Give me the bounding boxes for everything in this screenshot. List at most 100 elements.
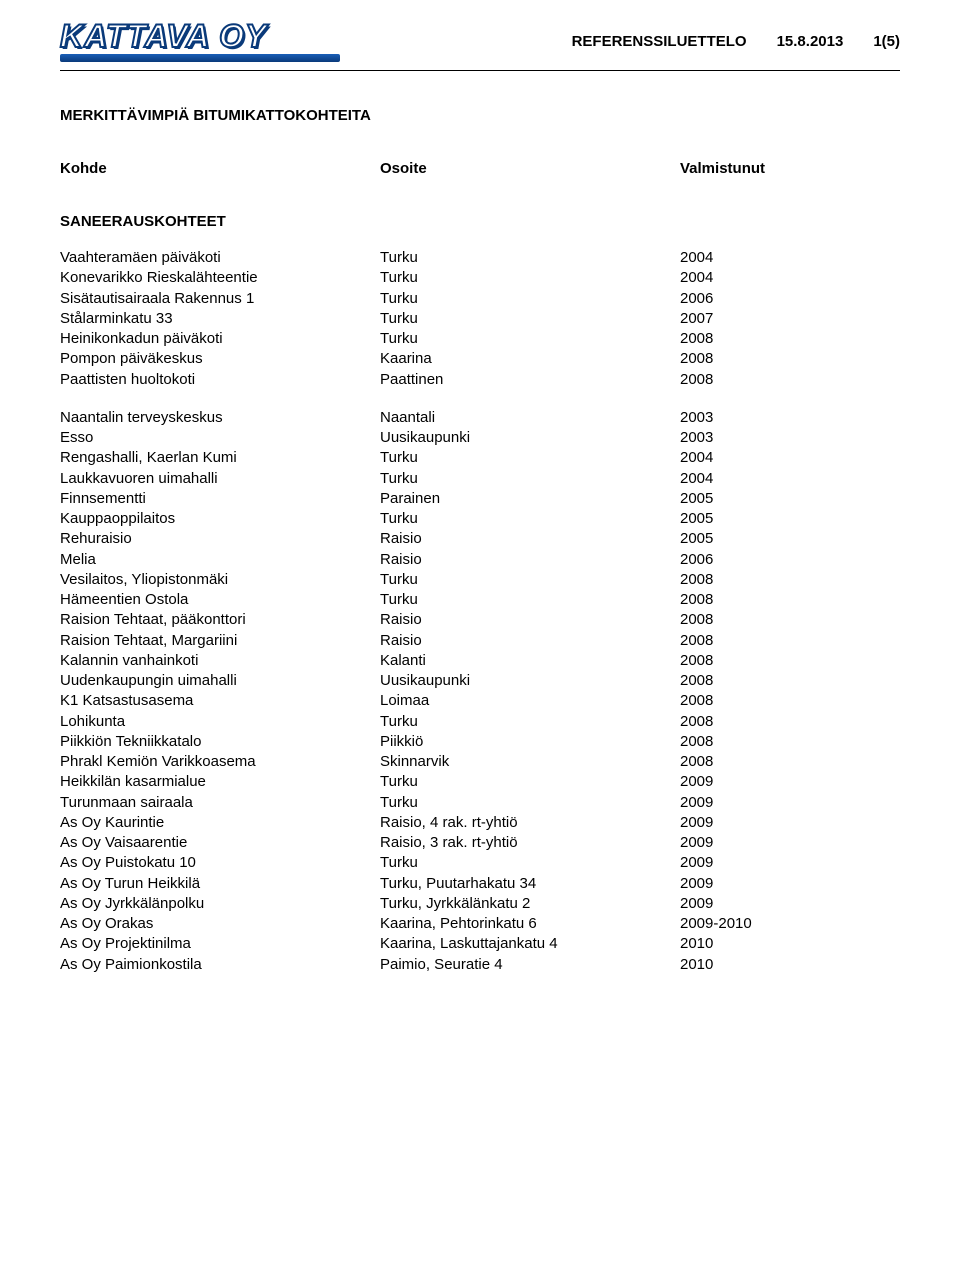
cell-kohde: As Oy Turun Heikkilä bbox=[60, 874, 380, 894]
column-headers: Kohde Osoite Valmistunut bbox=[60, 160, 900, 177]
cell-kohde: Esso bbox=[60, 428, 380, 448]
cell-kohde: Laukkavuoren uimahalli bbox=[60, 469, 380, 489]
cell-valmistunut: 2007 bbox=[680, 309, 800, 329]
table-row: Hämeentien OstolaTurku2008 bbox=[60, 590, 900, 610]
cell-valmistunut: 2008 bbox=[680, 349, 800, 369]
table-row: As Oy OrakasKaarina, Pehtorinkatu 62009-… bbox=[60, 914, 900, 934]
cell-osoite: Uusikaupunki bbox=[380, 671, 680, 691]
cell-valmistunut: 2006 bbox=[680, 550, 800, 570]
col-kohde: Kohde bbox=[60, 160, 380, 177]
cell-osoite: Turku, Jyrkkälänkatu 2 bbox=[380, 894, 680, 914]
cell-osoite: Paattinen bbox=[380, 370, 680, 390]
cell-kohde: Finnsementti bbox=[60, 489, 380, 509]
cell-osoite: Piikkiö bbox=[380, 732, 680, 752]
table-row: Uudenkaupungin uimahalliUusikaupunki2008 bbox=[60, 671, 900, 691]
cell-valmistunut: 2009-2010 bbox=[680, 914, 800, 934]
cell-osoite: Turku bbox=[380, 772, 680, 792]
cell-kohde: Heikkilän kasarmialue bbox=[60, 772, 380, 792]
cell-kohde: Rehuraisio bbox=[60, 529, 380, 549]
cell-valmistunut: 2005 bbox=[680, 529, 800, 549]
table-row: K1 KatsastusasemaLoimaa2008 bbox=[60, 691, 900, 711]
cell-osoite: Turku bbox=[380, 469, 680, 489]
cell-osoite: Raisio bbox=[380, 529, 680, 549]
cell-osoite: Turku bbox=[380, 268, 680, 288]
cell-valmistunut: 2004 bbox=[680, 268, 800, 288]
table-row: Turunmaan sairaalaTurku2009 bbox=[60, 793, 900, 813]
company-logo: KATTAVA OY bbox=[60, 20, 340, 62]
table-row: As Oy ProjektinilmaKaarina, Laskuttajank… bbox=[60, 934, 900, 954]
table-row: As Oy VaisaarentieRaisio, 3 rak. rt-yhti… bbox=[60, 833, 900, 853]
cell-osoite: Turku bbox=[380, 309, 680, 329]
cell-valmistunut: 2006 bbox=[680, 289, 800, 309]
table-row: As Oy Turun HeikkiläTurku, Puutarhakatu … bbox=[60, 874, 900, 894]
cell-kohde: As Oy Vaisaarentie bbox=[60, 833, 380, 853]
cell-kohde: K1 Katsastusasema bbox=[60, 691, 380, 711]
cell-osoite: Raisio, 4 rak. rt-yhtiö bbox=[380, 813, 680, 833]
cell-valmistunut: 2008 bbox=[680, 712, 800, 732]
cell-kohde: Pompon päiväkeskus bbox=[60, 349, 380, 369]
cell-kohde: Paattisten huoltokoti bbox=[60, 370, 380, 390]
cell-kohde: Hämeentien Ostola bbox=[60, 590, 380, 610]
cell-valmistunut: 2008 bbox=[680, 691, 800, 711]
cell-kohde: Vesilaitos, Yliopistonmäki bbox=[60, 570, 380, 590]
cell-osoite: Kaarina, Laskuttajankatu 4 bbox=[380, 934, 680, 954]
cell-valmistunut: 2003 bbox=[680, 428, 800, 448]
cell-osoite: Turku bbox=[380, 590, 680, 610]
cell-kohde: As Oy Projektinilma bbox=[60, 934, 380, 954]
cell-osoite: Turku bbox=[380, 570, 680, 590]
cell-valmistunut: 2010 bbox=[680, 934, 800, 954]
cell-osoite: Kaarina, Pehtorinkatu 6 bbox=[380, 914, 680, 934]
table-row: KauppaoppilaitosTurku2005 bbox=[60, 509, 900, 529]
cell-osoite: Loimaa bbox=[380, 691, 680, 711]
cell-osoite: Turku bbox=[380, 793, 680, 813]
cell-kohde: Vaahteramäen päiväkoti bbox=[60, 248, 380, 268]
cell-valmistunut: 2003 bbox=[680, 408, 800, 428]
cell-valmistunut: 2009 bbox=[680, 853, 800, 873]
cell-osoite: Parainen bbox=[380, 489, 680, 509]
cell-valmistunut: 2010 bbox=[680, 955, 800, 975]
cell-kohde: Rengashalli, Kaerlan Kumi bbox=[60, 448, 380, 468]
doc-label: REFERENSSILUETTELO bbox=[572, 33, 747, 50]
cell-osoite: Raisio, 3 rak. rt-yhtiö bbox=[380, 833, 680, 853]
cell-valmistunut: 2009 bbox=[680, 772, 800, 792]
cell-valmistunut: 2008 bbox=[680, 370, 800, 390]
cell-kohde: As Oy Jyrkkälänpolku bbox=[60, 894, 380, 914]
cell-kohde: Phrakl Kemiön Varikkoasema bbox=[60, 752, 380, 772]
cell-kohde: Turunmaan sairaala bbox=[60, 793, 380, 813]
cell-osoite: Turku bbox=[380, 289, 680, 309]
cell-osoite: Paimio, Seuratie 4 bbox=[380, 955, 680, 975]
table-row: Vesilaitos, YliopistonmäkiTurku2008 bbox=[60, 570, 900, 590]
col-osoite: Osoite bbox=[380, 160, 680, 177]
col-valmistunut: Valmistunut bbox=[680, 160, 800, 177]
table-row: Phrakl Kemiön VarikkoasemaSkinnarvik2008 bbox=[60, 752, 900, 772]
cell-kohde: As Oy Kaurintie bbox=[60, 813, 380, 833]
cell-valmistunut: 2009 bbox=[680, 894, 800, 914]
cell-valmistunut: 2009 bbox=[680, 813, 800, 833]
cell-kohde: Uudenkaupungin uimahalli bbox=[60, 671, 380, 691]
cell-valmistunut: 2008 bbox=[680, 610, 800, 630]
cell-osoite: Turku bbox=[380, 509, 680, 529]
cell-valmistunut: 2008 bbox=[680, 329, 800, 349]
cell-kohde: Melia bbox=[60, 550, 380, 570]
table-row: Paattisten huoltokotiPaattinen2008 bbox=[60, 370, 900, 390]
cell-kohde: Naantalin terveyskeskus bbox=[60, 408, 380, 428]
cell-valmistunut: 2008 bbox=[680, 651, 800, 671]
table-row: As Oy KaurintieRaisio, 4 rak. rt-yhtiö20… bbox=[60, 813, 900, 833]
cell-valmistunut: 2005 bbox=[680, 489, 800, 509]
table-row: Laukkavuoren uimahalliTurku2004 bbox=[60, 469, 900, 489]
table-row: Konevarikko RieskalähteentieTurku2004 bbox=[60, 268, 900, 288]
table-row: Rengashalli, Kaerlan KumiTurku2004 bbox=[60, 448, 900, 468]
cell-valmistunut: 2004 bbox=[680, 248, 800, 268]
logo-text: KATTAVA OY bbox=[60, 20, 267, 52]
table-row: As Oy Puistokatu 10Turku2009 bbox=[60, 853, 900, 873]
logo-bar bbox=[60, 54, 340, 62]
cell-osoite: Turku bbox=[380, 248, 680, 268]
cell-kohde: Raision Tehtaat, Margariini bbox=[60, 631, 380, 651]
cell-valmistunut: 2008 bbox=[680, 671, 800, 691]
header-meta: REFERENSSILUETTELO 15.8.2013 1(5) bbox=[572, 33, 900, 50]
table-row: Heikkilän kasarmialueTurku2009 bbox=[60, 772, 900, 792]
cell-valmistunut: 2009 bbox=[680, 874, 800, 894]
table-row: Sisätautisairaala Rakennus 1Turku2006 bbox=[60, 289, 900, 309]
table-row: Naantalin terveyskeskusNaantali2003 bbox=[60, 408, 900, 428]
table-row: Stålarminkatu 33Turku2007 bbox=[60, 309, 900, 329]
